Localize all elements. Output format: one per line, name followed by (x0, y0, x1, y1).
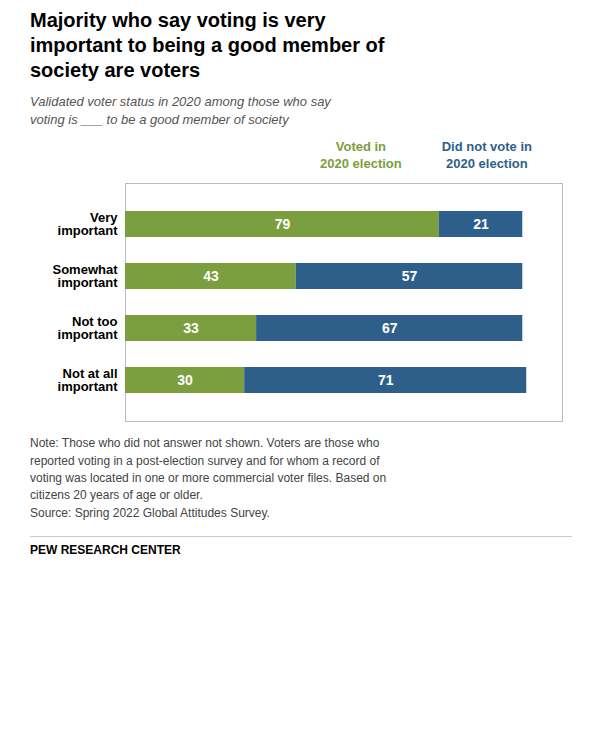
html-text:Note: Those who did not answer: Note: Those who did not answer not shown… (30, 436, 387, 520)
svg-text:57: 57 (402, 268, 418, 284)
html-text:Did not vote in 2020 election: Did not vote in 2020 election (441, 139, 532, 172)
svg-text:Not at allimportant: Not at allimportant (58, 366, 119, 394)
svg-text:Veryimportant: Veryimportant (58, 210, 119, 238)
html-text:Validated voter status in 2020: Validated voter status in 2020 among tho… (30, 94, 331, 128)
svg-text:30: 30 (177, 372, 193, 388)
svg-text:79: 79 (275, 216, 291, 232)
html-text:PEW RESEARCH CENTER: PEW RESEARCH CENTER (30, 543, 181, 558)
svg-text:33: 33 (183, 320, 199, 336)
svg-text:Somewhatimportant: Somewhatimportant (52, 262, 118, 290)
html-text:Majority who say voting is ver: Majority who say voting is very importan… (30, 9, 385, 81)
svg-text:67: 67 (382, 320, 398, 336)
html-text:Voted in 2020 election: Voted in 2020 election (320, 139, 402, 172)
svg-text:71: 71 (378, 372, 394, 388)
svg-text:21: 21 (473, 216, 489, 232)
svg-text:Not tooimportant: Not tooimportant (58, 314, 119, 342)
svg-text:43: 43 (203, 268, 219, 284)
